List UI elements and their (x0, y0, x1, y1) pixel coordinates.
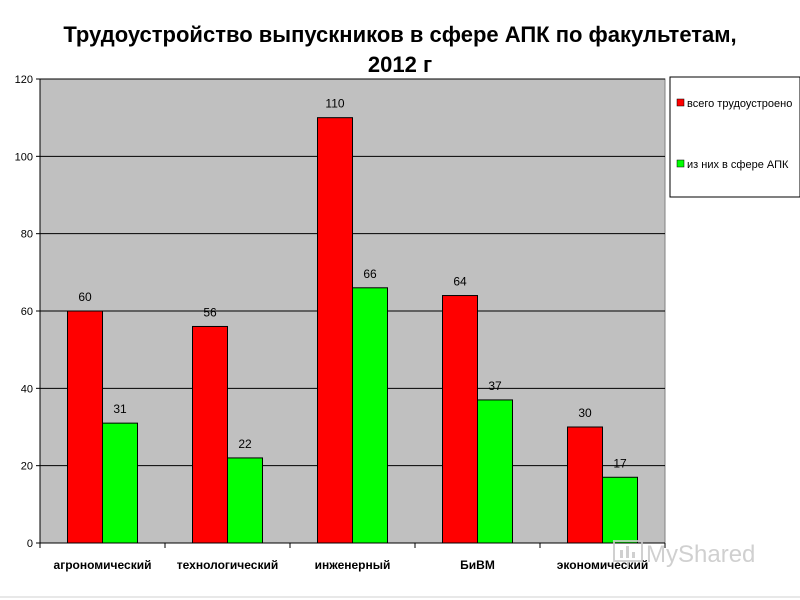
bar-apk (602, 476, 638, 544)
data-label: 22 (238, 437, 252, 451)
data-label: 64 (453, 275, 467, 289)
legend-swatch-apk (676, 159, 685, 168)
data-label: 31 (113, 402, 127, 416)
x-tick-label: агрономический (54, 558, 152, 572)
bar-total (317, 117, 353, 544)
x-tick-label: БиВМ (460, 558, 495, 572)
chart-title-line2: 2012 г (368, 52, 432, 77)
data-label: 110 (325, 97, 344, 111)
bars: 60 31 56 22 110 66 64 37 30 17 (67, 97, 638, 544)
legend-label-total: всего трудоустроено (687, 98, 792, 110)
data-label: 66 (363, 267, 377, 281)
bar-apk (227, 457, 263, 544)
bar-apk (477, 399, 513, 544)
y-tick-label: 80 (21, 229, 33, 241)
legend-box (669, 76, 800, 198)
y-tick-label: 120 (15, 74, 33, 86)
watermark-text: MyShared (646, 541, 755, 568)
x-axis: агрономический технологический инженерный Б… (39, 542, 666, 572)
legend-label-apk: из них в сфере АПК (687, 159, 789, 171)
bar-apk (352, 287, 388, 544)
legend: всего трудоустроено из них в сфере АПК (669, 76, 800, 198)
data-label: 56 (203, 305, 217, 319)
data-label: 17 (613, 456, 627, 470)
bar-total (67, 310, 103, 544)
data-label: 30 (578, 406, 592, 420)
chart-title-line1: Трудоустройство выпускников в сфере АПК … (63, 22, 736, 47)
bar-total (192, 325, 228, 544)
data-label: 37 (488, 379, 502, 393)
bar-total (567, 426, 603, 544)
y-tick-label: 100 (15, 151, 33, 163)
legend-swatch-total (676, 98, 685, 107)
presentation-icon (613, 540, 643, 568)
watermark-logo: MyShared (613, 540, 755, 568)
y-tick-label: 40 (21, 383, 33, 395)
y-axis: 0 20 40 60 80 100 120 (15, 74, 41, 550)
bar-apk (102, 422, 138, 544)
y-tick-label: 0 (27, 538, 33, 550)
y-tick-label: 60 (21, 306, 33, 318)
x-tick-label: инженерный (315, 558, 391, 572)
bar-total (442, 295, 478, 544)
data-label: 60 (78, 290, 92, 304)
y-tick-label: 20 (21, 461, 33, 473)
x-tick-label: технологический (177, 558, 278, 572)
